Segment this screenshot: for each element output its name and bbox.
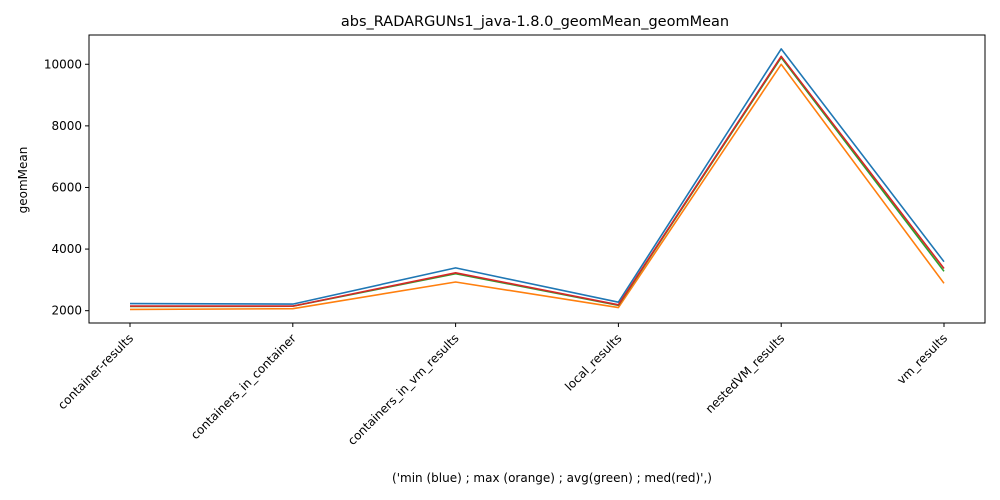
y-axis-label: geomMean <box>16 147 30 214</box>
plot-area <box>88 34 986 324</box>
series-line-1 <box>129 63 945 311</box>
y-axis: 2000 4000 6000 8000 10000 <box>44 57 89 318</box>
x-axis: container-results containers_in_container… <box>55 323 950 448</box>
y-tick-label: 8000 <box>51 119 82 133</box>
y-tick-label: 2000 <box>51 304 82 318</box>
y-tick-label: 10000 <box>44 57 82 71</box>
y-tick-label: 6000 <box>51 180 82 194</box>
series-line-3 <box>130 55 945 307</box>
plot-frame <box>88 34 986 324</box>
x-tick-label: containers_in_vm_results <box>345 331 462 448</box>
x-tick-label: local_results <box>562 331 624 393</box>
x-tick-label: container-results <box>55 331 136 412</box>
x-tick-label: containers_in_container <box>188 331 299 442</box>
x-tick-label: vm_results <box>894 331 950 387</box>
y-tick-label: 4000 <box>51 242 82 256</box>
x-tick-label: nestedVM_results <box>703 331 788 416</box>
series-line-0 <box>129 48 945 305</box>
series-line-2 <box>129 56 945 308</box>
x-axis-label: ('min (blue) ; max (orange) ; avg(green)… <box>392 471 712 485</box>
chart-title: abs_RADARGUNs1_java-1.8.0_geomMean_geomM… <box>341 14 729 30</box>
